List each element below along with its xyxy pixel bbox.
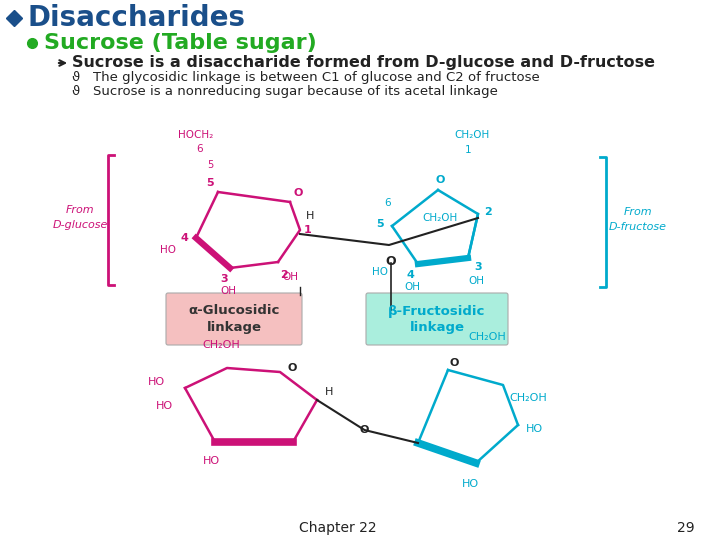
Text: OH: OH <box>404 282 420 292</box>
Text: O: O <box>386 255 396 268</box>
Text: O: O <box>360 425 369 435</box>
Text: HOCH₂: HOCH₂ <box>179 130 214 140</box>
Text: CH₂OH: CH₂OH <box>468 332 505 342</box>
Text: HO: HO <box>160 245 176 255</box>
Text: 5: 5 <box>207 178 214 188</box>
Text: OH: OH <box>282 272 298 282</box>
Text: H: H <box>306 211 314 221</box>
Text: Chapter 22: Chapter 22 <box>300 521 377 535</box>
Text: HO: HO <box>526 424 543 434</box>
Text: D-fructose: D-fructose <box>609 222 667 232</box>
FancyBboxPatch shape <box>166 293 302 345</box>
Text: 1: 1 <box>464 145 472 155</box>
Text: CH₂OH: CH₂OH <box>509 393 546 403</box>
Text: O: O <box>436 175 445 185</box>
Text: ϑ   The glycosidic linkage is between C1 of glucose and C2 of fructose: ϑ The glycosidic linkage is between C1 o… <box>72 71 540 84</box>
Text: HO: HO <box>156 401 173 411</box>
Text: 29: 29 <box>678 521 695 535</box>
Text: HO: HO <box>372 267 388 277</box>
FancyBboxPatch shape <box>366 293 508 345</box>
Text: HO: HO <box>148 377 165 387</box>
Text: linkage: linkage <box>207 321 261 334</box>
Text: From: From <box>624 207 652 217</box>
Text: β-Fructosidic: β-Fructosidic <box>388 305 486 318</box>
Text: HO: HO <box>202 456 220 466</box>
Text: OH: OH <box>220 286 236 296</box>
Text: ϑ   Sucrose is a nonreducing sugar because of its acetal linkage: ϑ Sucrose is a nonreducing sugar because… <box>72 84 498 98</box>
Text: 6: 6 <box>384 198 391 208</box>
Text: linkage: linkage <box>410 321 464 334</box>
Text: Disaccharides: Disaccharides <box>27 4 245 32</box>
Text: Sucrose is a disaccharide formed from D-glucose and D-fructose: Sucrose is a disaccharide formed from D-… <box>72 56 655 71</box>
Text: From: From <box>66 205 94 215</box>
Text: D-glucose: D-glucose <box>53 220 108 230</box>
Text: α-Glucosidic: α-Glucosidic <box>189 305 279 318</box>
Text: 5: 5 <box>377 219 384 229</box>
Text: CH₂OH: CH₂OH <box>454 130 490 140</box>
Text: 4: 4 <box>180 233 188 243</box>
Text: HO: HO <box>462 479 479 489</box>
Text: CH₂OH: CH₂OH <box>422 213 457 223</box>
Text: CH₂OH: CH₂OH <box>202 340 240 350</box>
Text: OH: OH <box>468 276 484 286</box>
Text: 6: 6 <box>197 144 203 154</box>
Text: 1: 1 <box>304 225 312 235</box>
Text: 2: 2 <box>484 207 492 217</box>
Text: O: O <box>288 363 297 373</box>
Text: O: O <box>294 188 303 198</box>
Text: 2: 2 <box>280 270 288 280</box>
Text: 3: 3 <box>474 262 482 272</box>
Text: 3: 3 <box>220 274 228 284</box>
Text: 5: 5 <box>207 160 213 170</box>
Text: H: H <box>325 387 333 397</box>
Text: 4: 4 <box>406 270 414 280</box>
Text: Sucrose (Table sugar): Sucrose (Table sugar) <box>44 33 317 53</box>
Text: O: O <box>450 358 459 368</box>
